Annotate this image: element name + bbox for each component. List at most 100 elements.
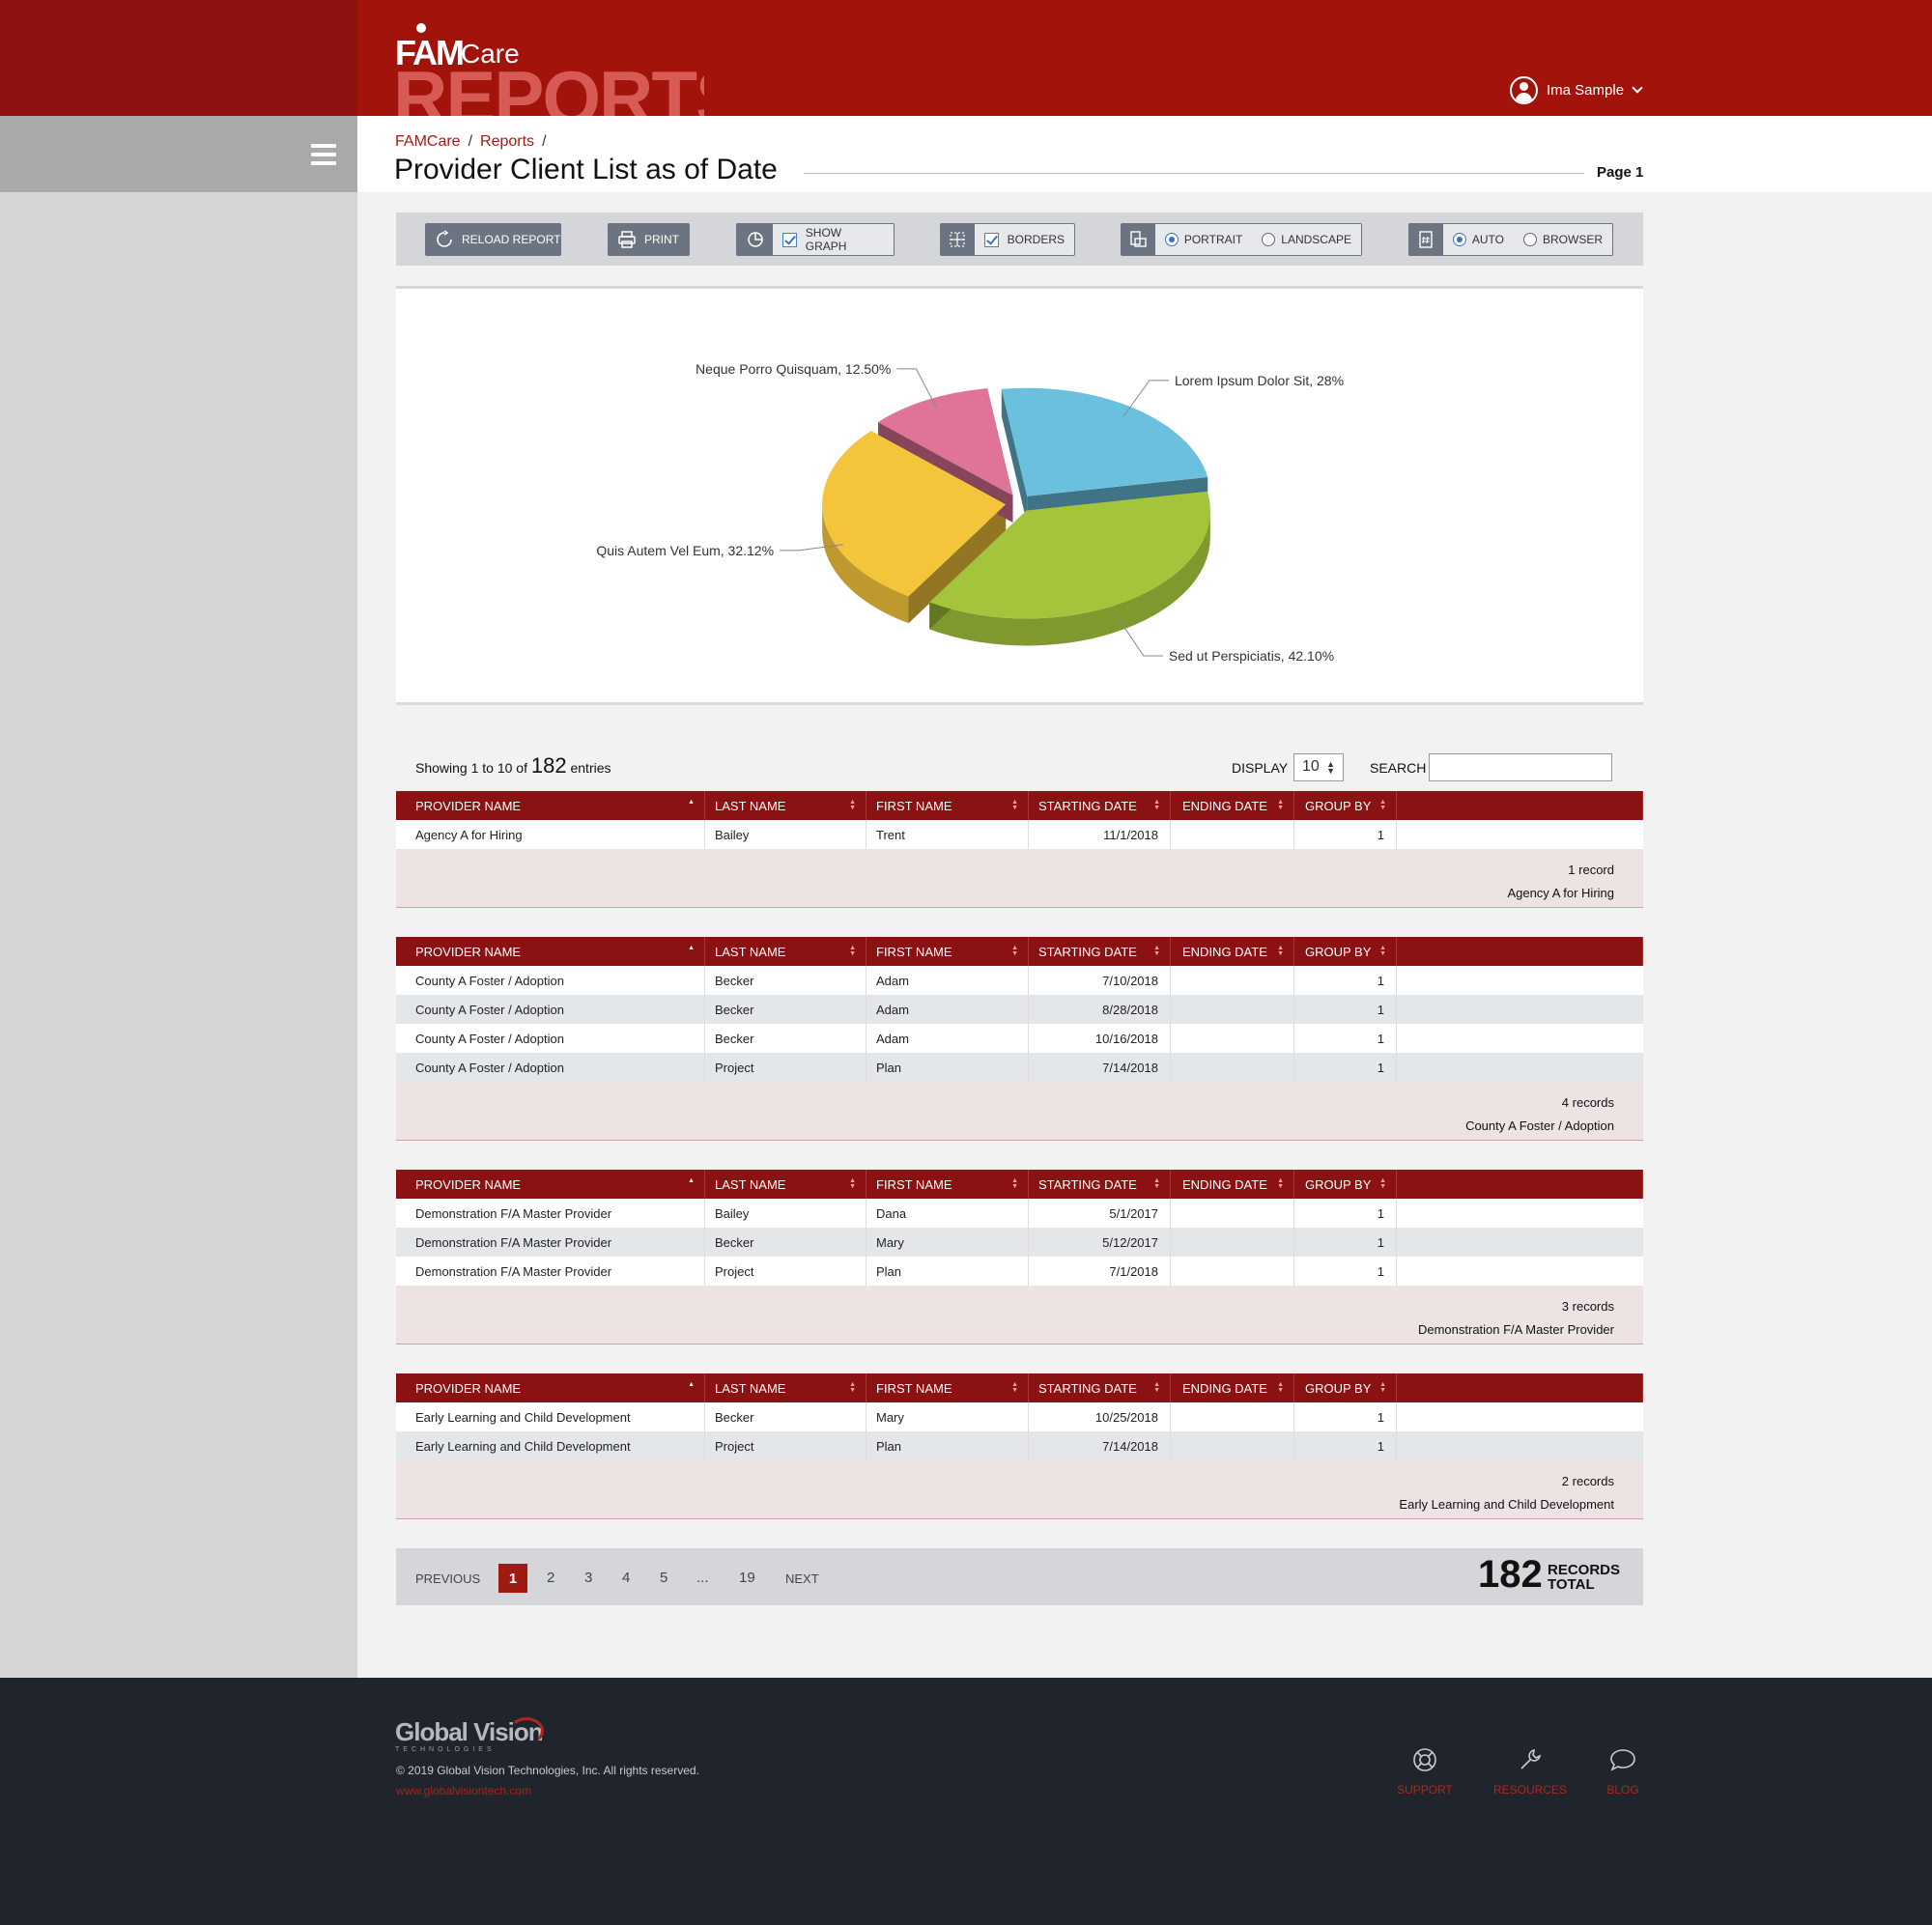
cell-starting-date: 7/10/2018	[1029, 966, 1171, 995]
table-header-row: PROVIDER NAME ▲ LAST NAME ▲ ▼ FIRST NAME ▲ ▼ STA…	[396, 937, 1643, 966]
blog-link[interactable]: BLOG	[1604, 1746, 1642, 1797]
width-selector[interactable]: AUTO BROWSER	[1408, 223, 1613, 256]
sort-icon: ▲ ▼	[849, 799, 856, 811]
group-record-count: 4 records	[1561, 1095, 1614, 1110]
show-graph-toggle[interactable]: SHOW GRAPH	[736, 223, 895, 256]
auto-option[interactable]: AUTO	[1443, 224, 1514, 255]
column-header-provider-name[interactable]: PROVIDER NAME ▲	[396, 937, 705, 966]
column-header-last-name[interactable]: LAST NAME ▲ ▼	[705, 1170, 867, 1199]
cell-group-by: 1	[1294, 966, 1397, 995]
browser-option[interactable]: BROWSER	[1514, 224, 1612, 255]
portrait-radio[interactable]	[1164, 233, 1179, 246]
column-header-label: FIRST NAME	[876, 1176, 952, 1192]
blog-label: BLOG	[1606, 1783, 1639, 1797]
cell-empty	[1397, 1257, 1643, 1286]
landscape-option[interactable]: LANDSCAPE	[1252, 224, 1361, 255]
borders-toggle[interactable]: BORDERS	[940, 223, 1075, 256]
user-name: Ima Sample	[1547, 82, 1625, 99]
table-row[interactable]: County A Foster / Adoption Becker Adam 7/10…	[396, 966, 1643, 995]
cell-starting-date: 7/14/2018	[1029, 1431, 1171, 1460]
browser-radio[interactable]	[1522, 233, 1537, 246]
page-3-button[interactable]: 3	[584, 1570, 593, 1586]
column-header-ending-date[interactable]: ENDING DATE ▲ ▼	[1171, 791, 1294, 820]
landscape-radio[interactable]	[1262, 233, 1276, 246]
column-header-provider-name[interactable]: PROVIDER NAME ▲	[396, 1373, 705, 1402]
global-vision-logo[interactable]: Global Vision TECHNOLOGIES	[395, 1717, 550, 1756]
support-link[interactable]: SUPPORT	[1394, 1746, 1456, 1797]
table-row[interactable]: County A Foster / Adoption Becker Adam 10/1…	[396, 1024, 1643, 1053]
column-header-last-name[interactable]: LAST NAME ▲ ▼	[705, 791, 867, 820]
column-header-group-by[interactable]: GROUP BY ▲ ▼	[1294, 791, 1397, 820]
column-header-first-name[interactable]: FIRST NAME ▲ ▼	[867, 937, 1029, 966]
orientation-selector[interactable]: PORTRAIT LANDSCAPE	[1121, 223, 1362, 256]
column-header-label: ENDING DATE	[1182, 798, 1267, 813]
pie-slice[interactable]	[929, 491, 1210, 619]
breadcrumb-famcare[interactable]: FAMCare	[395, 133, 461, 150]
next-button[interactable]: NEXT	[785, 1571, 819, 1586]
display-select[interactable]: 10 ▲ ▼	[1293, 753, 1344, 781]
portrait-option[interactable]: PORTRAIT	[1155, 224, 1252, 255]
records-label: RECORDS	[1548, 1562, 1621, 1578]
column-header-ending-date[interactable]: ENDING DATE ▲ ▼	[1171, 1373, 1294, 1402]
column-header-starting-date[interactable]: STARTING DATE ▲ ▼	[1029, 937, 1171, 966]
column-header-provider-name[interactable]: PROVIDER NAME ▲	[396, 1170, 705, 1199]
column-header-first-name[interactable]: FIRST NAME ▲ ▼	[867, 1373, 1029, 1402]
auto-radio[interactable]	[1452, 233, 1466, 246]
table-row[interactable]: County A Foster / Adoption Becker Adam 8/28…	[396, 995, 1643, 1024]
cell-starting-date: 5/12/2017	[1029, 1228, 1171, 1257]
user-menu[interactable]: Ima Sample	[1510, 76, 1643, 104]
sort-icon: ▲ ▼	[1011, 1381, 1018, 1394]
cell-group-by: 1	[1294, 995, 1397, 1024]
page-4-button[interactable]: 4	[622, 1570, 631, 1586]
famcare-reports-logo[interactable]: FAM Care REPORTS	[395, 23, 704, 116]
reload-report-button[interactable]: RELOAD REPORT	[425, 223, 561, 256]
cell-first-name: Adam	[867, 966, 1029, 995]
column-header-label: STARTING DATE	[1038, 1176, 1137, 1192]
column-header-group-by[interactable]: GROUP BY ▲ ▼	[1294, 1170, 1397, 1199]
table-header-row: PROVIDER NAME ▲ LAST NAME ▲ ▼ FIRST NAME ▲ ▼ STA…	[396, 1373, 1643, 1402]
breadcrumb-reports[interactable]: Reports	[480, 133, 535, 150]
sort-icon: ▲ ▼	[1379, 799, 1386, 811]
pie-slice[interactable]	[1001, 387, 1208, 496]
column-header-group-by[interactable]: GROUP BY ▲ ▼	[1294, 937, 1397, 966]
page-2-button[interactable]: 2	[547, 1570, 555, 1586]
column-header-ending-date[interactable]: ENDING DATE ▲ ▼	[1171, 1170, 1294, 1199]
cell-ending-date	[1171, 1431, 1294, 1460]
table-row[interactable]: Demonstration F/A Master Provider Becker M…	[396, 1228, 1643, 1257]
column-header-starting-date[interactable]: STARTING DATE ▲ ▼	[1029, 1373, 1171, 1402]
page-1-button[interactable]: 1	[498, 1564, 527, 1593]
print-button[interactable]: PRINT	[608, 223, 690, 256]
table-row[interactable]: Agency A for Hiring Bailey Trent 11/1/2018 1	[396, 820, 1643, 849]
table-row[interactable]: Early Learning and Child Development Beck…	[396, 1402, 1643, 1431]
previous-button[interactable]: PREVIOUS	[415, 1571, 481, 1586]
pie-slice-label: Lorem Ipsum Dolor Sit, 28%	[1175, 373, 1344, 388]
cell-first-name: Adam	[867, 1024, 1029, 1053]
website-link[interactable]: www.globalvisiontech.com	[396, 1784, 532, 1798]
column-header-first-name[interactable]: FIRST NAME ▲ ▼	[867, 791, 1029, 820]
column-header-last-name[interactable]: LAST NAME ▲ ▼	[705, 1373, 867, 1402]
table-row[interactable]: Demonstration F/A Master Provider Bailey D…	[396, 1199, 1643, 1228]
pie-slice[interactable]	[878, 388, 1013, 496]
column-header-starting-date[interactable]: STARTING DATE ▲ ▼	[1029, 1170, 1171, 1199]
search-input[interactable]	[1429, 753, 1612, 781]
column-header-empty	[1397, 791, 1643, 820]
column-header-last-name[interactable]: LAST NAME ▲ ▼	[705, 937, 867, 966]
pie-slice[interactable]	[822, 431, 1007, 597]
show-graph-checkbox[interactable]	[782, 232, 797, 247]
column-header-starting-date[interactable]: STARTING DATE ▲ ▼	[1029, 791, 1171, 820]
column-header-first-name[interactable]: FIRST NAME ▲ ▼	[867, 1170, 1029, 1199]
table-row[interactable]: Early Learning and Child Development Proj…	[396, 1431, 1643, 1460]
hamburger-menu-icon[interactable]	[311, 144, 336, 165]
borders-checkbox[interactable]	[983, 232, 999, 247]
page-5-button[interactable]: 5	[660, 1570, 668, 1586]
resources-link[interactable]: RESOURCES	[1491, 1746, 1570, 1797]
search-label: SEARCH	[1370, 760, 1427, 776]
table-row[interactable]: County A Foster / Adoption Project Plan 7/1…	[396, 1053, 1643, 1082]
column-header-group-by[interactable]: GROUP BY ▲ ▼	[1294, 1373, 1397, 1402]
column-header-label: STARTING DATE	[1038, 1380, 1137, 1396]
page-19-button[interactable]: 19	[739, 1570, 755, 1586]
cell-provider-name: County A Foster / Adoption	[396, 966, 705, 995]
table-row[interactable]: Demonstration F/A Master Provider Project…	[396, 1257, 1643, 1286]
column-header-ending-date[interactable]: ENDING DATE ▲ ▼	[1171, 937, 1294, 966]
column-header-provider-name[interactable]: PROVIDER NAME ▲	[396, 791, 705, 820]
